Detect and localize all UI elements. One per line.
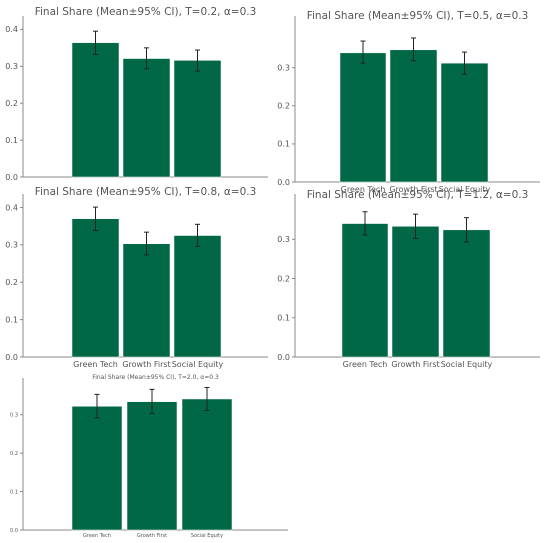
bar-green-tech	[71, 406, 123, 531]
bar-social-equity	[442, 229, 491, 358]
y-tick-label: 0.1	[5, 315, 18, 324]
bar-social-equity	[173, 60, 222, 178]
chart-title: Final Share (Mean±95% CI), T=1.2, α=0.3	[307, 189, 529, 201]
y-tick-label: 0.3	[5, 241, 18, 250]
bar-green-tech	[339, 52, 387, 183]
chart-panel-2: Final Share (Mean±95% CI), T=0.5, α=0.3 0…	[277, 10, 540, 194]
y-tick-label: 0.3	[277, 235, 290, 244]
y-tick-label: 0.0	[5, 353, 18, 362]
bar-green-tech	[71, 218, 120, 358]
bar-growth-first	[122, 243, 171, 358]
bar-social-equity	[181, 398, 233, 531]
bar-growth-first	[122, 58, 171, 178]
y-tick-label: 0.0	[10, 528, 18, 534]
y-tick-label: 0.1	[5, 136, 18, 145]
x-tick-label: Growth First	[137, 533, 167, 539]
chart-title: Final Share (Mean±95% CI), T=2.0, α=0.3	[92, 374, 219, 381]
y-tick-label: 0.3	[5, 62, 18, 71]
y-tick-label: 0.4	[5, 25, 18, 34]
x-tick-label: Green Tech	[73, 360, 118, 369]
y-tick-label: 0.1	[10, 489, 18, 495]
chart-title: Final Share (Mean±95% CI), T=0.2, α=0.3	[35, 6, 257, 18]
y-tick-label: 0.4	[5, 203, 18, 212]
y-tick-label: 0.2	[5, 99, 18, 108]
y-tick-label: 0.0	[277, 178, 290, 187]
x-tick-label: Social Equity	[191, 533, 223, 539]
y-tick-label: 0.2	[10, 451, 18, 457]
x-tick-label: Social Equity	[439, 185, 491, 194]
bar-social-equity	[173, 235, 222, 358]
chart-title: Final Share (Mean±95% CI), T=0.5, α=0.3	[307, 10, 529, 22]
bar-growth-first	[389, 49, 438, 183]
y-tick-label: 0.1	[277, 314, 290, 323]
y-tick-label: 0.2	[277, 102, 290, 111]
x-tick-label: Green Tech	[341, 185, 386, 194]
y-tick-label: 0.3	[277, 64, 290, 73]
bar-green-tech	[71, 42, 120, 178]
bar-green-tech	[341, 223, 389, 358]
x-tick-label: Growth First	[389, 185, 437, 194]
x-tick-label: Social Equity	[441, 360, 493, 369]
y-tick-label: 0.2	[277, 274, 290, 283]
chart-panel-4: Final Share (Mean±95% CI), T=1.2, α=0.3 0…	[277, 189, 540, 369]
bar-growth-first	[126, 401, 178, 531]
y-tick-label: 0.1	[277, 140, 290, 149]
chart-panel-5: Final Share (Mean±95% CI), T=2.0, α=0.3 0…	[10, 374, 288, 539]
bar-social-equity	[440, 62, 489, 183]
x-tick-label: Green Tech	[343, 360, 388, 369]
bar-growth-first	[391, 226, 440, 358]
x-tick-label: Green Tech	[83, 533, 111, 539]
y-tick-label: 0.0	[5, 173, 18, 182]
chart-title: Final Share (Mean±95% CI), T=0.8, α=0.3	[35, 186, 257, 198]
x-tick-label: Growth First	[391, 360, 439, 369]
y-tick-label: 0.2	[5, 278, 18, 287]
y-tick-label: 0.3	[10, 412, 18, 418]
x-tick-label: Growth First	[122, 360, 170, 369]
chart-panel-3: Final Share (Mean±95% CI), T=0.8, α=0.3 0…	[5, 186, 268, 369]
chart-panel-1: Final Share (Mean±95% CI), T=0.2, α=0.3 0…	[5, 6, 268, 182]
x-tick-label: Social Equity	[172, 360, 224, 369]
y-tick-label: 0.0	[277, 353, 290, 362]
